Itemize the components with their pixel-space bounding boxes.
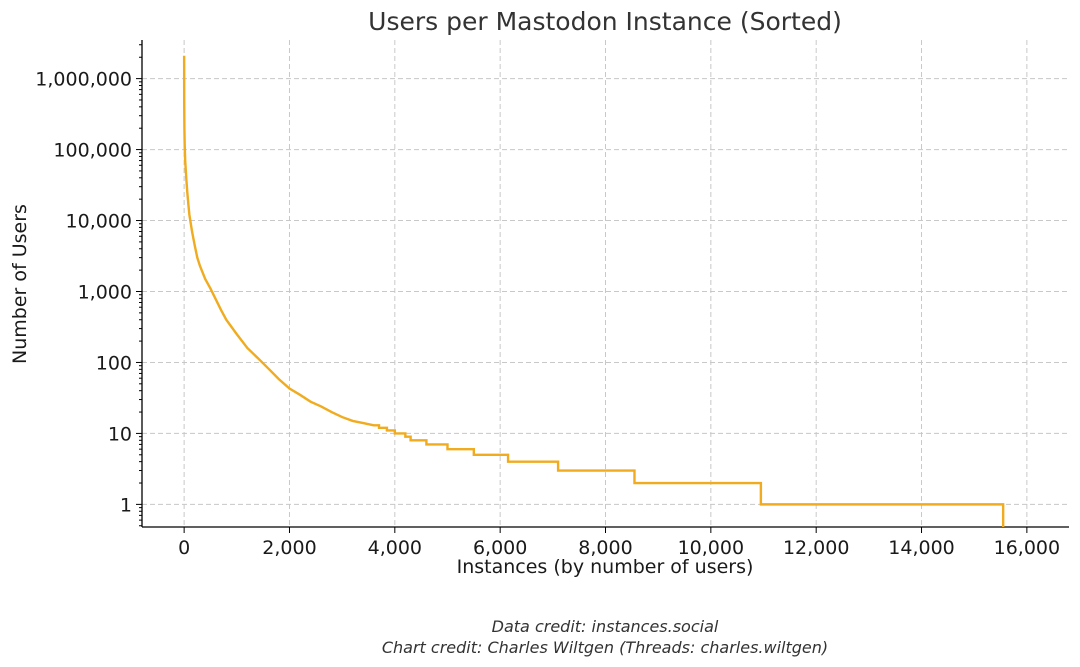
- chart-series: [182, 55, 1005, 527]
- x-tick-label: 8,000: [578, 537, 632, 559]
- y-tick-label: 1,000,000: [35, 69, 132, 91]
- x-tick-label: 0: [178, 537, 190, 559]
- y-tick-label: 10: [108, 423, 132, 445]
- x-tick-label: 14,000: [888, 537, 954, 559]
- x-tick-label: 10,000: [678, 537, 744, 559]
- x-tick-label: 6,000: [473, 537, 527, 559]
- y-tick-label: 1,000: [78, 281, 132, 303]
- chart-grid: [142, 40, 1069, 527]
- y-tick-label: 100: [96, 352, 132, 374]
- y-tick-label: 10,000: [66, 211, 132, 233]
- y-tick-label: 100,000: [53, 140, 132, 162]
- users-series-line: [182, 55, 1005, 527]
- chart-credit: Chart credit: Charles Wiltgen (Threads: …: [382, 638, 828, 657]
- x-tick-label: 2,000: [262, 537, 316, 559]
- x-tick-label: 4,000: [368, 537, 422, 559]
- y-axis-label: Number of Users: [9, 204, 31, 364]
- chart-ticks: 0 2,000 4,000 6,000 8,000 10,000 12,000 14,000 1…: [35, 44, 1060, 559]
- x-tick-label: 16,000: [994, 537, 1060, 559]
- chart-title: Users per Mastodon Instance (Sorted): [368, 7, 842, 36]
- x-tick-label: 12,000: [783, 537, 849, 559]
- x-axis-label: Instances (by number of users): [457, 556, 754, 578]
- y-tick-label: 1: [120, 494, 132, 516]
- data-credit: Data credit: instances.social: [492, 617, 719, 636]
